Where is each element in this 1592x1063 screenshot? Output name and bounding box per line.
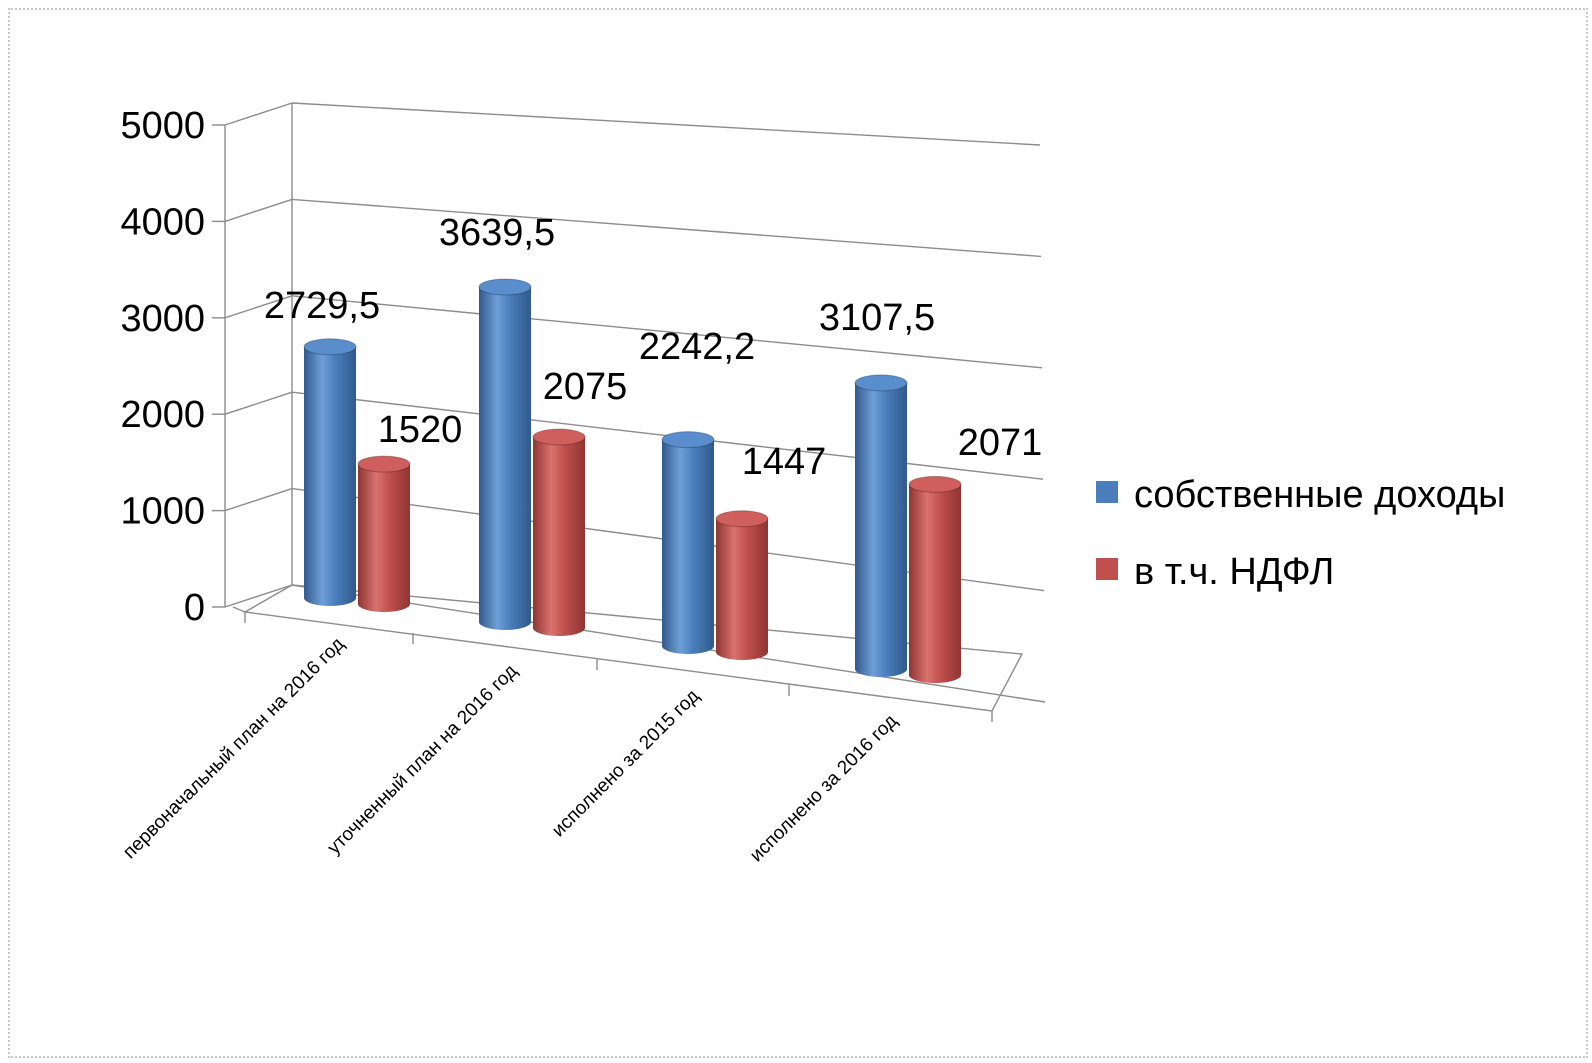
y-tick-label: 0 <box>184 587 205 629</box>
x-axis-categories: первоначальный план на 2016 годуточненны… <box>119 634 901 866</box>
bar-sobstvennye-3 <box>854 374 908 677</box>
chart-frame <box>8 8 1588 1058</box>
gridline-side <box>224 487 293 512</box>
y-tick-label: 2000 <box>120 394 205 436</box>
gridline-back <box>291 102 1041 146</box>
y-axis-ticks: 0 1000 2000 3000 4000 5000 <box>120 105 205 629</box>
bar-sobstvennye-0 <box>303 338 357 606</box>
bar-sobstvennye-2 <box>661 431 715 654</box>
y-tick-label: 4000 <box>120 201 205 243</box>
gridline-side <box>224 102 293 126</box>
data-label: 1447 <box>742 441 827 483</box>
floor <box>242 584 1024 712</box>
y-tick-label: 3000 <box>120 298 205 340</box>
gridline-back <box>291 198 1042 258</box>
bar-ndfl-2 <box>715 510 769 660</box>
y-tick-label: 1000 <box>120 491 205 533</box>
gridline-side <box>224 584 293 608</box>
bar-ndfl-3 <box>908 475 962 683</box>
axes <box>212 103 993 722</box>
bar-sobstvennye-1 <box>478 278 532 630</box>
x-category-label: исполнено за 2016 год <box>746 711 901 866</box>
data-label: 2729,5 <box>264 285 380 327</box>
bar-ndfl-1 <box>532 428 586 636</box>
gridline-side <box>224 295 293 319</box>
legend: собственные доходы в т.ч. НДФЛ <box>1096 474 1505 593</box>
x-category-label: первоначальный план на 2016 год <box>119 634 348 863</box>
data-label: 2242,2 <box>639 326 755 368</box>
legend-swatch <box>1096 558 1118 580</box>
data-labels: 2729,5 1520 3639,5 2075 2242,2 1447 3107,5 2071 <box>264 212 1042 483</box>
data-label: 2075 <box>543 366 628 408</box>
gridline-side <box>224 391 293 415</box>
x-axis-stub <box>232 606 246 613</box>
legend-label: собственные доходы <box>1134 474 1505 516</box>
x-category-label: исполнено за 2015 год <box>548 686 703 841</box>
data-label: 2071 <box>958 422 1043 464</box>
chart-walls <box>242 584 1024 712</box>
y-tick-label: 5000 <box>120 105 205 147</box>
bar-ndfl-0 <box>357 455 411 612</box>
data-label: 1520 <box>378 409 463 451</box>
x-category-label: уточненный план на 2016 год <box>324 661 522 859</box>
gridline-side <box>224 198 293 223</box>
legend-label: в т.ч. НДФЛ <box>1134 551 1334 593</box>
data-label: 3639,5 <box>439 212 555 254</box>
bars <box>303 278 962 683</box>
legend-swatch <box>1096 481 1118 503</box>
data-label: 3107,5 <box>819 297 935 339</box>
gridline-back <box>291 295 1043 369</box>
